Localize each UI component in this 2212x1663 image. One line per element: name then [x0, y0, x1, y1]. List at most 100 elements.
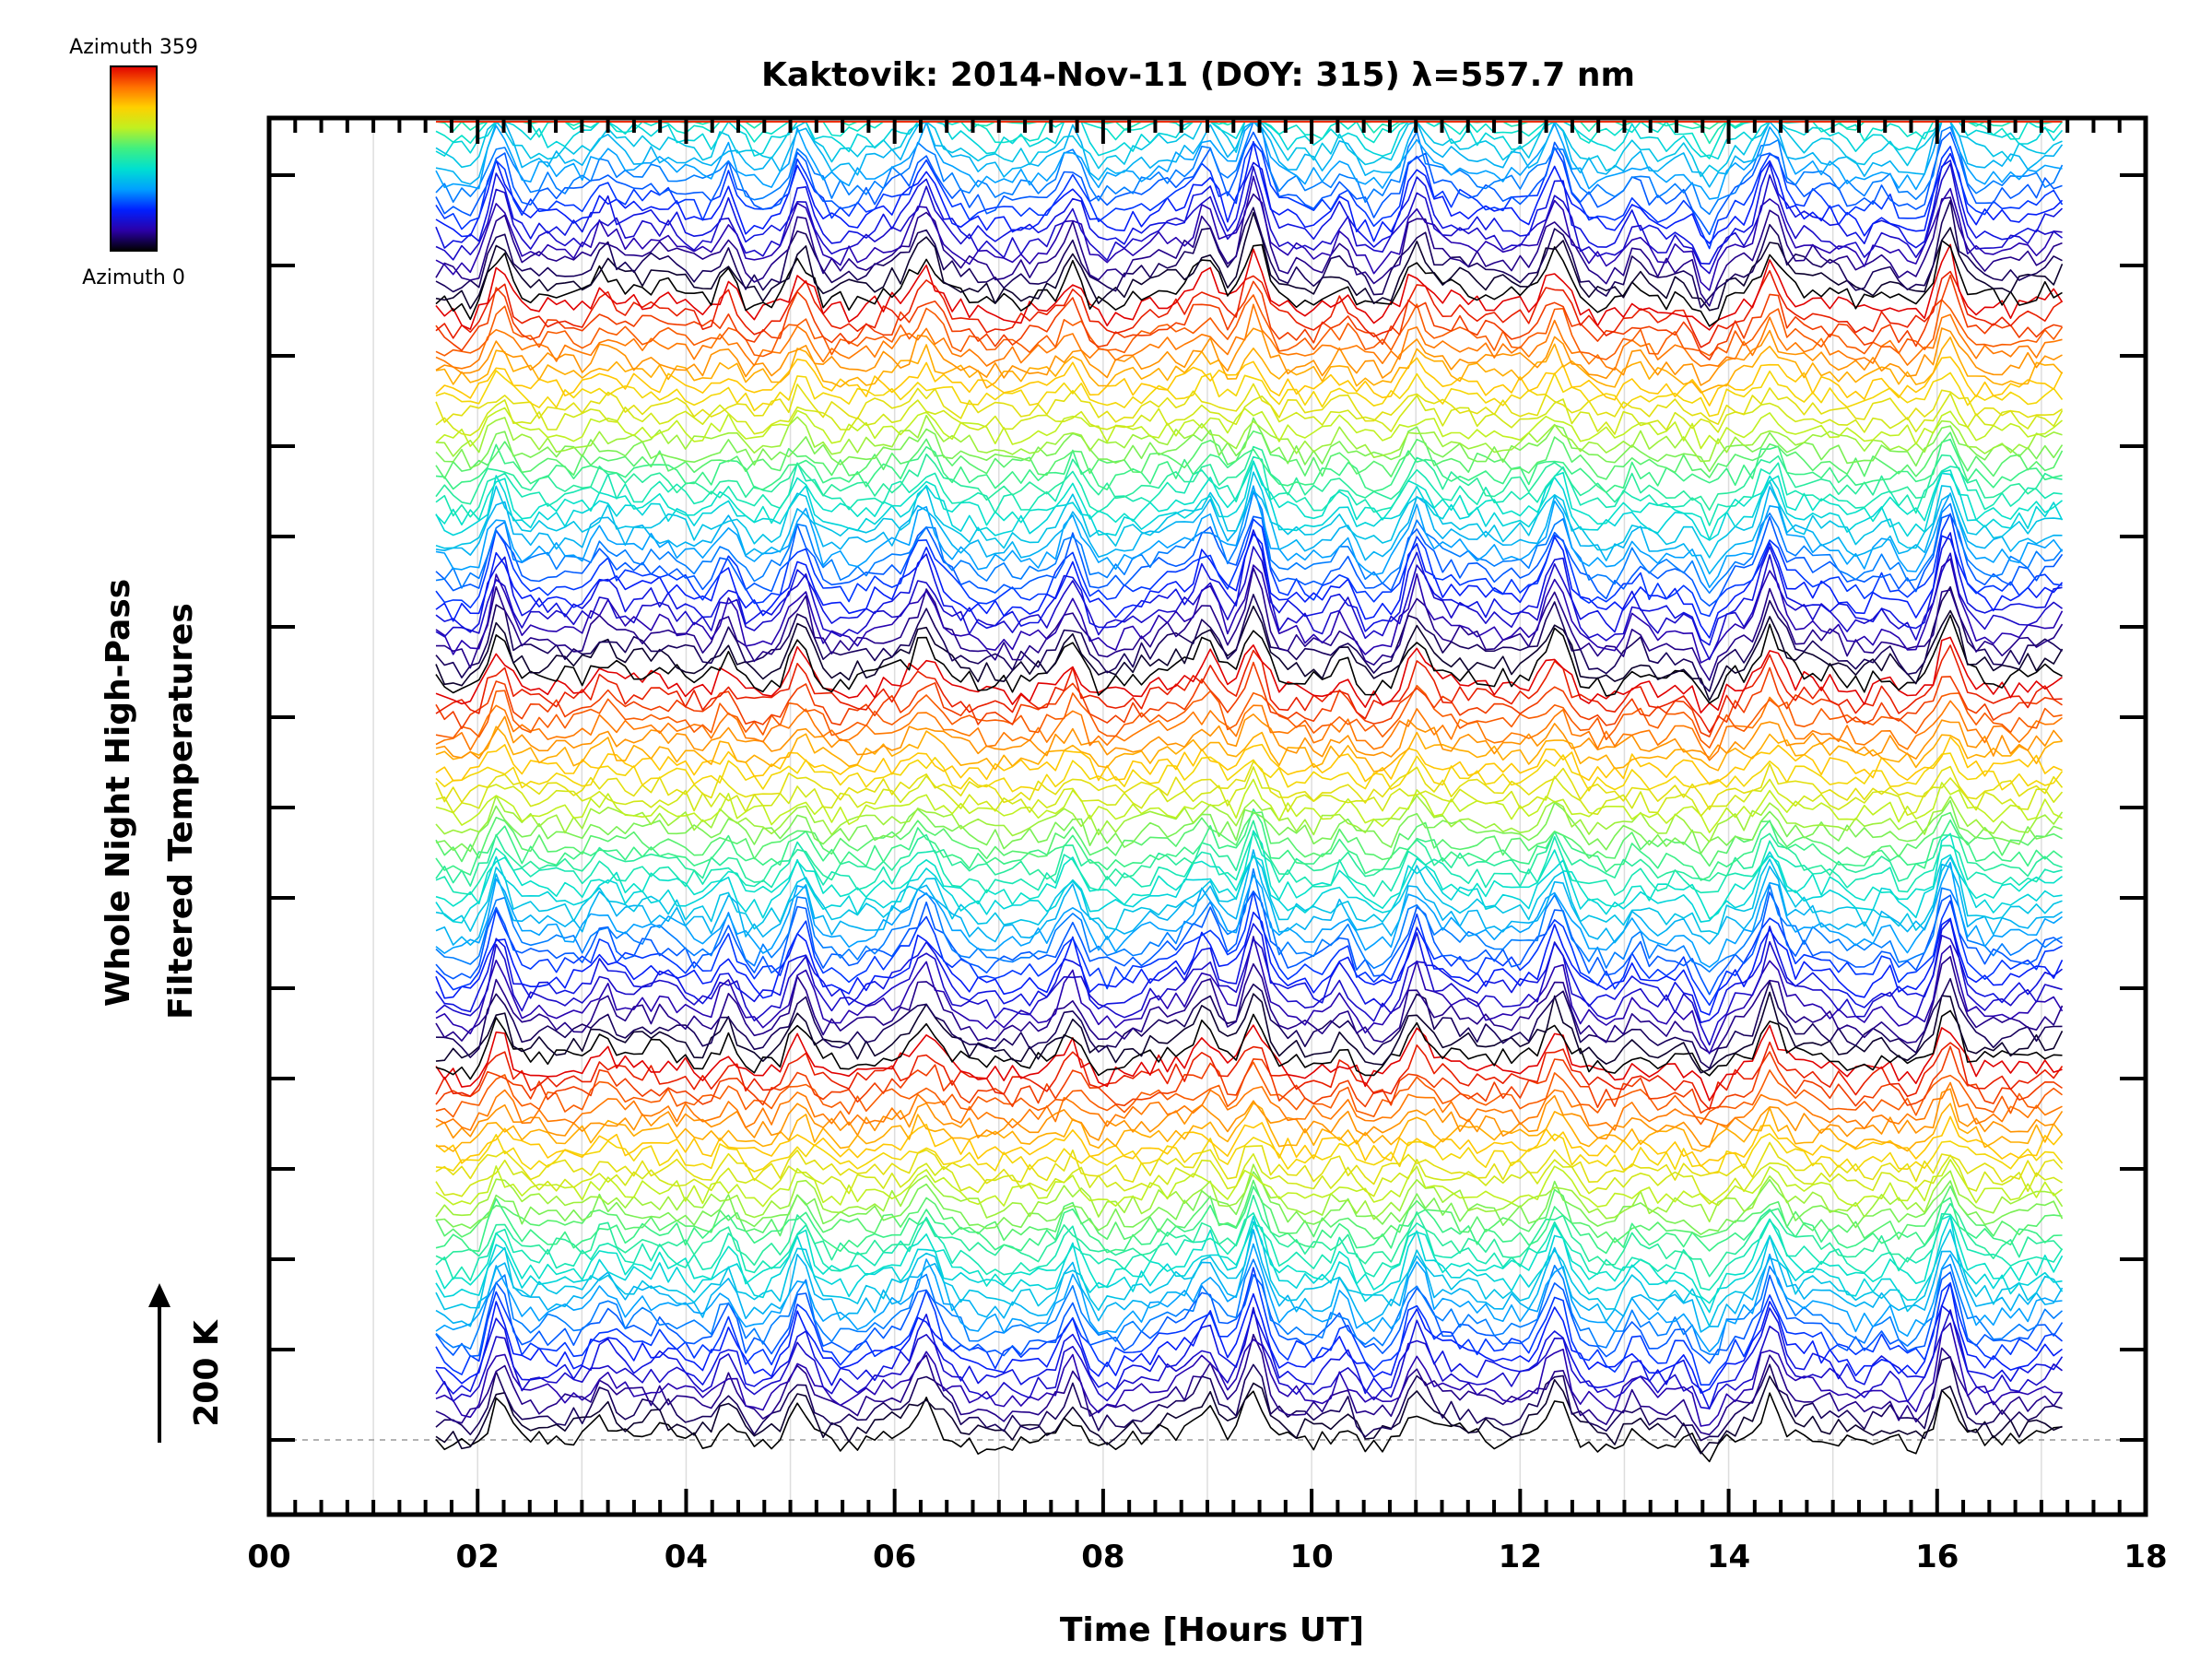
- x-tick-label: 18: [2124, 1539, 2167, 1575]
- series-line: [435, 1179, 2063, 1244]
- series-line: [435, 460, 2064, 541]
- series-line: [435, 862, 2063, 968]
- x-tick-label: 02: [456, 1539, 500, 1575]
- series-line: [435, 795, 2064, 843]
- series-line: [435, 356, 2064, 407]
- series-line: [435, 1185, 2063, 1255]
- series-line: [435, 490, 2064, 595]
- series-line: [435, 417, 2064, 473]
- series-line: [435, 1258, 2064, 1356]
- series-line: [435, 486, 2063, 575]
- series-line: [435, 811, 2063, 867]
- series-line: [435, 471, 2063, 559]
- series-line: [435, 327, 2063, 386]
- series-line: [435, 294, 2064, 360]
- series-line: [435, 513, 2063, 618]
- y-axis-label-line2: Filtered Temperatures: [162, 603, 200, 1020]
- series-line: [435, 240, 2063, 327]
- series-line: [435, 1141, 2064, 1185]
- series-line: [435, 991, 2064, 1074]
- series-line: [435, 918, 2063, 1023]
- x-tick-label: 06: [873, 1539, 916, 1575]
- x-tick-label: 16: [1915, 1539, 1959, 1575]
- x-tick-label: 00: [247, 1539, 290, 1575]
- series-line: [435, 1267, 2064, 1386]
- series-line: [435, 761, 2064, 810]
- series-line: [435, 193, 2063, 307]
- series-line: [435, 121, 2063, 200]
- series-line: [435, 832, 2063, 898]
- series-line: [435, 392, 2064, 437]
- series-line: [435, 370, 2064, 418]
- series-line: [435, 414, 2063, 463]
- series-line: [435, 1271, 2064, 1364]
- series-line: [435, 1041, 2064, 1111]
- series-line: [435, 661, 2063, 737]
- series-line: [435, 243, 2064, 331]
- y-axis-label-line1: Whole Night High-Pass: [100, 579, 137, 1007]
- series-line: [435, 725, 2063, 773]
- series-line: [435, 849, 2063, 946]
- series-line: [435, 696, 2063, 761]
- series-line: [435, 820, 2063, 887]
- series-line: [435, 1389, 2063, 1463]
- series-line: [435, 1171, 2064, 1235]
- series-line: [435, 585, 2063, 692]
- series-line: [435, 890, 2063, 996]
- series-line: [435, 956, 2064, 1054]
- chart-title: Kaktovik: 2014-Nov-11 (DOY: 315) λ=557.7…: [761, 56, 1635, 94]
- scale-label: 200 K: [188, 1319, 226, 1427]
- series-line: [435, 766, 2064, 818]
- series-line: [435, 1356, 2063, 1442]
- series-line: [435, 199, 2063, 309]
- series-line: [435, 274, 2063, 361]
- series-line: [435, 851, 2063, 924]
- series-line: [435, 1333, 2064, 1436]
- series-line: [435, 830, 2063, 920]
- series-line: [435, 1024, 2063, 1102]
- series-line: [435, 684, 2063, 749]
- colorbar-bottom-label: Azimuth 0: [82, 266, 185, 289]
- series-line: [435, 614, 2063, 704]
- series-line: [435, 1159, 2063, 1208]
- colorbar-gradient: [110, 65, 158, 252]
- series-line: [435, 778, 2063, 833]
- series-line: [435, 911, 2064, 1016]
- series-line: [435, 1214, 2064, 1304]
- x-tick-label: 04: [665, 1539, 708, 1575]
- series-line: [435, 121, 2063, 178]
- series-line: [435, 1102, 2064, 1152]
- scale-arrow-head: [148, 1283, 171, 1307]
- colorbar-top-label: Azimuth 359: [69, 36, 198, 59]
- series-line: [435, 131, 2063, 236]
- x-tick-label: 14: [1707, 1539, 1750, 1575]
- colorbar: Azimuth 359 Azimuth 0: [69, 36, 198, 289]
- series-line: [435, 636, 2063, 714]
- x-axis-label: Time [Hours UT]: [1060, 1611, 1364, 1649]
- series-line: [435, 533, 2064, 639]
- series-line: [435, 752, 2064, 793]
- series-line: [435, 407, 2064, 450]
- series-line: [435, 890, 2063, 1007]
- series-line: [435, 140, 2064, 244]
- series-line: [435, 460, 2063, 540]
- series-line: [435, 1153, 2063, 1205]
- series-line: [435, 159, 2064, 265]
- series-line: [435, 175, 2063, 291]
- series-line: [435, 269, 2063, 348]
- series-line: [435, 1243, 2063, 1353]
- series-line: [435, 438, 2063, 493]
- series-line: [435, 162, 2063, 275]
- scale-bar: 200 K: [148, 1283, 226, 1443]
- series-line: [435, 1081, 2063, 1131]
- series-line: [435, 1045, 2063, 1114]
- series-line: [435, 1304, 2064, 1410]
- series-line: [435, 605, 2064, 702]
- series-line: [435, 1115, 2064, 1167]
- series-line: [435, 558, 2064, 664]
- x-tick-labels: 00 02 04 06 08 10 12 14 16 18: [247, 1539, 2167, 1575]
- series-line: [435, 644, 2063, 734]
- series-line: [435, 383, 2063, 425]
